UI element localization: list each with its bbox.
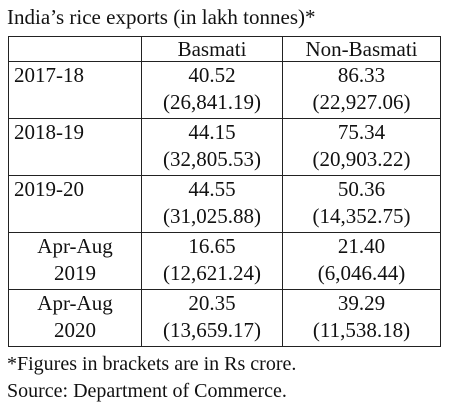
year-cell: 2017-18: [8, 61, 142, 119]
non-basmati-value: (22,927.06): [312, 90, 411, 114]
basmati-cell: 16.65 (12,621.24): [141, 232, 283, 290]
year-cell: 2019-20: [8, 175, 142, 233]
footnote-figures: *Figures in brackets are in Rs crore.: [7, 353, 297, 375]
non-basmati-value: (14,352.75): [312, 204, 411, 228]
year-label-sub: 2019: [54, 261, 96, 285]
basmati-volume: 44.55: [188, 177, 236, 201]
header-year: [8, 36, 142, 62]
non-basmati-value: (11,538.18): [312, 318, 411, 342]
basmati-volume: 20.35: [188, 291, 236, 315]
basmati-volume: 16.65: [188, 234, 236, 258]
non-basmati-value: (6,046.44): [317, 261, 406, 285]
non-basmati-cell: 75.34 (20,903.22): [282, 118, 441, 176]
basmati-value: (32,805.53): [163, 147, 261, 171]
basmati-volume: 40.52: [188, 63, 236, 87]
year-cell: Apr-Aug 2019: [8, 232, 142, 290]
year-label: 2019-20: [14, 177, 84, 201]
table-row: Apr-Aug 2020 20.35 (13,659.17) 39.29 (11…: [8, 289, 441, 347]
year-label: Apr-Aug: [37, 291, 113, 315]
table-row: 2018-19 44.15 (32,805.53) 75.34 (20,903.…: [8, 118, 441, 176]
basmati-value: (13,659.17): [163, 318, 261, 342]
year-label: 2017-18: [14, 63, 84, 87]
table-row: 2019-20 44.55 (31,025.88) 50.36 (14,352.…: [8, 175, 441, 233]
year-cell: 2018-19: [8, 118, 142, 176]
non-basmati-volume: 39.29: [337, 291, 386, 315]
year-label-sub: 2020: [54, 318, 96, 342]
year-label: 2018-19: [14, 120, 84, 144]
basmati-value: (31,025.88): [163, 204, 261, 228]
basmati-value: (12,621.24): [163, 261, 261, 285]
footnote-source: Source: Department of Commerce.: [7, 380, 287, 402]
header-basmati: Basmati: [141, 36, 283, 62]
basmati-value: (26,841.19): [163, 90, 261, 114]
header-row: Basmati Non-Basmati: [8, 36, 441, 62]
non-basmati-value: (20,903.22): [312, 147, 411, 171]
non-basmati-cell: 21.40 (6,046.44): [282, 232, 441, 290]
non-basmati-volume: 75.34: [337, 120, 386, 144]
non-basmati-cell: 86.33 (22,927.06): [282, 61, 441, 119]
basmati-cell: 44.15 (32,805.53): [141, 118, 283, 176]
rice-exports-table: Basmati Non-Basmati 2017-18 40.52 (26,84…: [8, 36, 441, 347]
basmati-cell: 40.52 (26,841.19): [141, 61, 283, 119]
non-basmati-cell: 50.36 (14,352.75): [282, 175, 441, 233]
table-row: Apr-Aug 2019 16.65 (12,621.24) 21.40 (6,…: [8, 232, 441, 290]
year-cell: Apr-Aug 2020: [8, 289, 142, 347]
basmati-cell: 44.55 (31,025.88): [141, 175, 283, 233]
header-non-basmati: Non-Basmati: [282, 36, 441, 62]
table-row: 2017-18 40.52 (26,841.19) 86.33 (22,927.…: [8, 61, 441, 119]
non-basmati-volume: 50.36: [337, 177, 386, 201]
non-basmati-volume: 86.33: [337, 63, 386, 87]
basmati-volume: 44.15: [188, 120, 236, 144]
year-label: Apr-Aug: [37, 234, 113, 258]
table-title: India’s rice exports (in lakh tonnes)*: [7, 5, 316, 29]
basmati-cell: 20.35 (13,659.17): [141, 289, 283, 347]
non-basmati-cell: 39.29 (11,538.18): [282, 289, 441, 347]
non-basmati-volume: 21.40: [337, 234, 386, 258]
